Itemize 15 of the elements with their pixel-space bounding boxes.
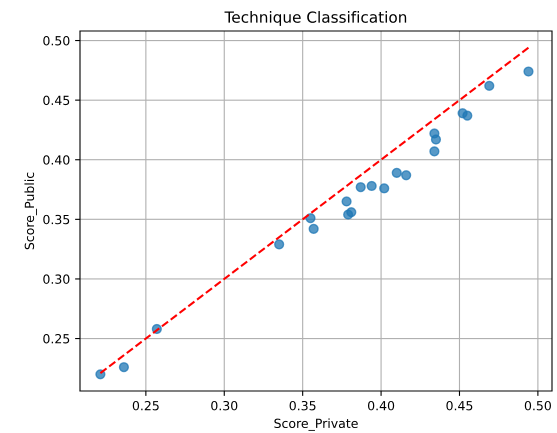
x-tick-label: 0.40 xyxy=(368,400,394,410)
y-tick-label: 0.45 xyxy=(43,96,70,106)
y-tick-label: 0.35 xyxy=(43,214,70,224)
x-tick-label: 0.50 xyxy=(524,400,551,410)
y-axis-title: Score_Public xyxy=(24,172,37,250)
x-tick-label: 0.35 xyxy=(290,400,316,410)
x-axis-title: Score_Private xyxy=(274,418,358,431)
y-tick-label: 0.50 xyxy=(43,36,70,46)
x-tick-label: 0.25 xyxy=(132,400,159,410)
x-tick-label: 0.45 xyxy=(446,400,472,410)
y-tick-label: 0.40 xyxy=(43,155,70,165)
x-tick-label: 0.30 xyxy=(211,400,238,410)
y-tick-label: 0.30 xyxy=(43,274,70,284)
y-tick-label: 0.25 xyxy=(43,334,70,344)
chart-title: Technique Classification xyxy=(224,11,406,26)
